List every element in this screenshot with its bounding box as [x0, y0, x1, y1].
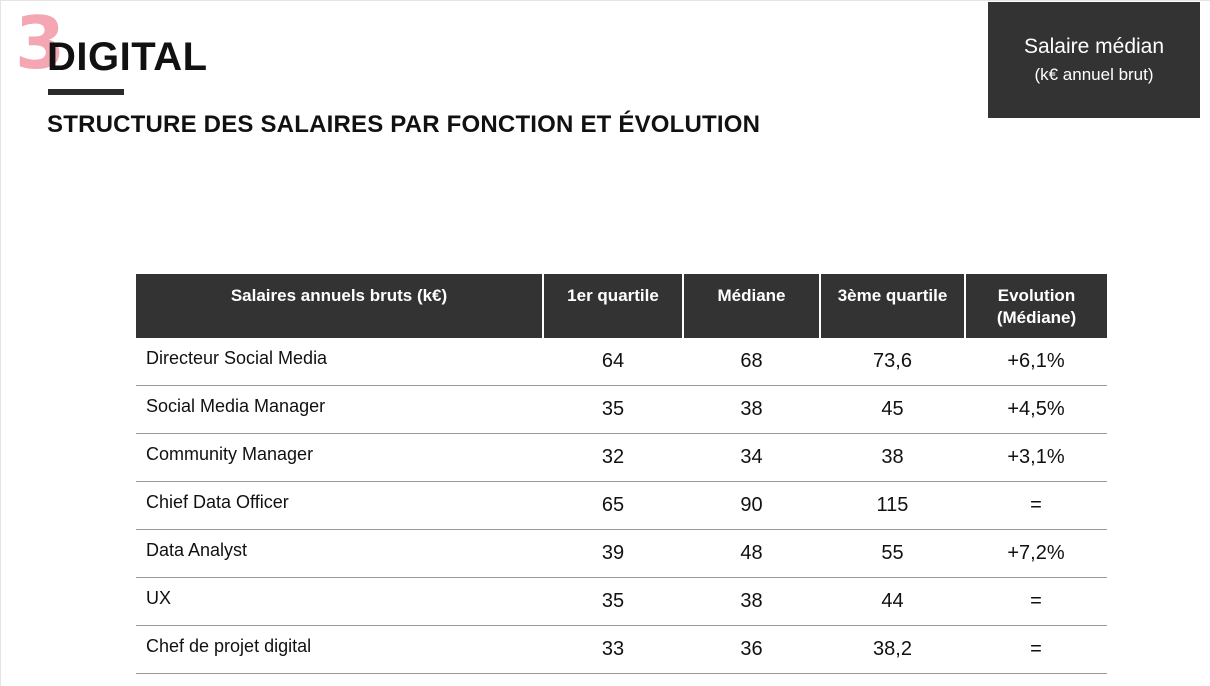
cell-q1: 35 — [543, 385, 683, 434]
section-title: DIGITAL — [47, 35, 208, 79]
header-evolution-line1: Evolution — [997, 286, 1076, 305]
cell-evolution: +4,5% — [965, 385, 1107, 434]
cell-q1: 35 — [543, 577, 683, 626]
header-q1: 1er quartile — [542, 274, 683, 338]
header-q3: 3ème quartile — [819, 274, 965, 338]
cell-median: 90 — [683, 481, 820, 530]
cell-q1: 39 — [543, 529, 683, 578]
table-row: Chef de projet digital 33 36 38,2 = — [136, 625, 1107, 674]
cell-q3: 115 — [820, 481, 965, 530]
cell-evolution: +3,1% — [965, 433, 1107, 482]
table-row: Community Manager 32 34 38 +3,1% — [136, 433, 1107, 482]
table-row: Directeur Social Media 64 68 73,6 +6,1% — [136, 338, 1107, 386]
row-label: Community Manager — [136, 433, 543, 482]
cell-q1: 32 — [543, 433, 683, 482]
row-label: Data Analyst — [136, 529, 543, 578]
cell-median: 36 — [683, 625, 820, 674]
table-row: Data Analyst 39 48 55 +7,2% — [136, 529, 1107, 578]
header-evolution: Evolution (Médiane) — [964, 274, 1107, 338]
cell-q1: 33 — [543, 625, 683, 674]
median-salary-badge: Salaire médian (k€ annuel brut) — [988, 2, 1200, 118]
table-row: Chief Data Officer 65 90 115 = — [136, 481, 1107, 530]
row-label: UX — [136, 577, 543, 626]
row-label: Chef de projet digital — [136, 625, 543, 674]
badge-title: Salaire médian — [1023, 35, 1165, 58]
cell-median: 68 — [683, 338, 820, 386]
table-row: UX 35 38 44 = — [136, 577, 1107, 626]
header-evolution-line2: (Médiane) — [996, 308, 1077, 328]
cell-evolution: = — [965, 481, 1107, 530]
cell-median: 48 — [683, 529, 820, 578]
cell-evolution: +7,2% — [965, 529, 1107, 578]
header-label: Salaires annuels bruts (k€) — [136, 274, 543, 338]
table-header-row: Salaires annuels bruts (k€) 1er quartile… — [136, 274, 1107, 338]
header-median: Médiane — [682, 274, 820, 338]
table-row: Social Media Manager 35 38 45 +4,5% — [136, 385, 1107, 434]
cell-median: 34 — [683, 433, 820, 482]
title-underline — [48, 89, 124, 95]
cell-q3: 73,6 — [820, 338, 965, 386]
cell-q3: 55 — [820, 529, 965, 578]
row-label: Chief Data Officer — [136, 481, 543, 530]
cell-evolution: = — [965, 625, 1107, 674]
section-number: 3 — [15, 1, 66, 85]
row-label: Social Media Manager — [136, 385, 543, 434]
cell-q3: 38,2 — [820, 625, 965, 674]
cell-median: 38 — [683, 577, 820, 626]
cell-evolution: +6,1% — [965, 338, 1107, 386]
salary-table: Salaires annuels bruts (k€) 1er quartile… — [136, 274, 1107, 674]
cell-q1: 65 — [543, 481, 683, 530]
page-subtitle: STRUCTURE DES SALAIRES PAR FONCTION ET É… — [47, 111, 761, 138]
cell-q1: 64 — [543, 338, 683, 386]
badge-subtitle: (k€ annuel brut) — [1034, 65, 1154, 85]
cell-q3: 38 — [820, 433, 965, 482]
cell-median: 38 — [683, 385, 820, 434]
cell-q3: 44 — [820, 577, 965, 626]
cell-evolution: = — [965, 577, 1107, 626]
cell-q3: 45 — [820, 385, 965, 434]
row-label: Directeur Social Media — [136, 338, 543, 386]
